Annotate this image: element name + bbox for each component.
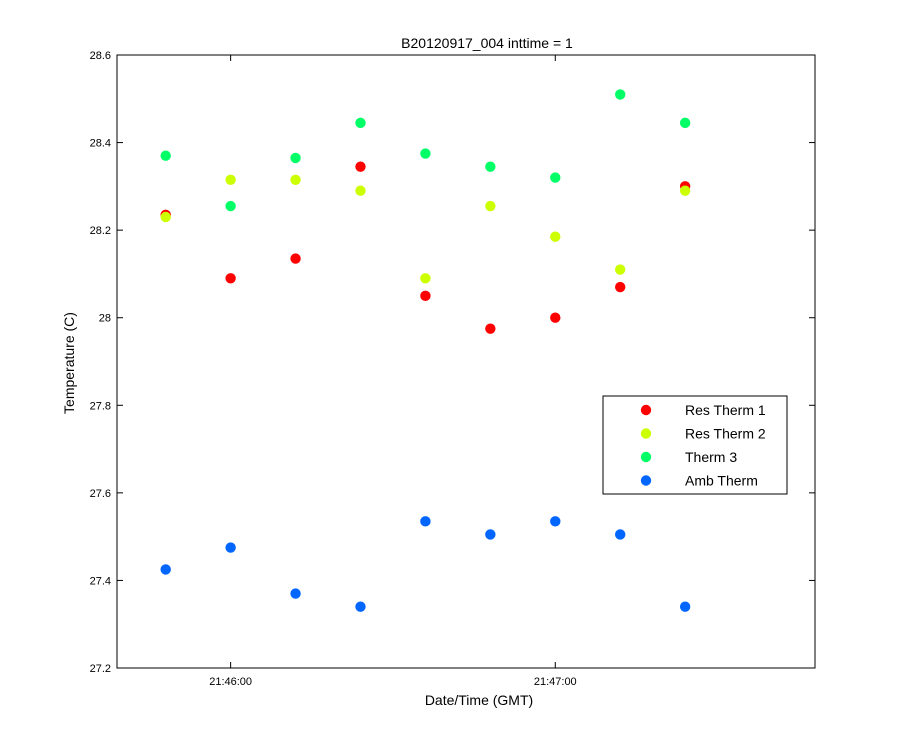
point-therm-3: [485, 161, 496, 172]
point-therm-3: [160, 150, 171, 161]
y-tick-label: 28.2: [90, 225, 111, 237]
plot-area: [116, 54, 816, 669]
point-therm-3: [615, 89, 626, 100]
point-res-therm-1: [485, 323, 496, 334]
point-res-therm-1: [355, 161, 366, 172]
legend-marker-amb-therm: [640, 475, 652, 486]
legend-label-amb-therm: Amb Therm: [685, 473, 758, 489]
point-amb-therm: [485, 529, 496, 540]
point-therm-3: [225, 200, 236, 212]
point-res-therm-1: [290, 253, 301, 264]
point-res-therm-2: [615, 264, 626, 275]
legend-label-res-therm-1: Res Therm 1: [685, 402, 766, 418]
legend-marker-res-therm-2: [640, 428, 652, 439]
point-amb-therm: [290, 588, 301, 599]
point-res-therm-2: [679, 185, 691, 196]
point-res-therm-2: [550, 231, 561, 242]
y-tick-label: 28.4: [90, 138, 111, 150]
legend-label-therm-3: Therm 3: [685, 449, 737, 465]
y-tick-label: 27.6: [90, 488, 111, 500]
point-res-therm-2: [160, 211, 171, 223]
point-therm-3: [679, 117, 691, 129]
y-axis-label: Temperature (C): [61, 312, 77, 414]
point-res-therm-1: [615, 281, 626, 293]
x-tick-label: 21:46:00: [209, 676, 252, 688]
point-amb-therm: [679, 601, 691, 612]
legend-box: [602, 395, 788, 495]
legend-marker-therm-3: [640, 451, 652, 463]
point-therm-3: [290, 152, 301, 164]
point-amb-therm: [550, 516, 561, 527]
point-amb-therm: [615, 529, 626, 540]
point-res-therm-2: [225, 174, 236, 185]
data-points: [160, 89, 691, 612]
y-axis: 27.2 27.4 27.6 27.8 28 28.2 28.4 28.6: [90, 50, 815, 675]
point-res-therm-1: [420, 290, 431, 302]
point-therm-3: [550, 172, 561, 183]
point-therm-3: [355, 117, 366, 129]
y-tick-label: 27.2: [90, 663, 111, 675]
point-amb-therm: [420, 516, 431, 527]
point-res-therm-1: [225, 273, 236, 284]
point-res-therm-1: [550, 312, 561, 323]
legend-marker-res-therm-1: [640, 404, 652, 416]
y-tick-label: 28: [99, 313, 111, 325]
x-axis-label: Date/Time (GMT): [425, 692, 533, 708]
point-res-therm-2: [355, 185, 366, 196]
point-res-therm-2: [290, 174, 301, 185]
y-tick-label: 27.8: [90, 400, 111, 412]
point-amb-therm: [225, 542, 236, 553]
y-tick-label: 28.6: [90, 50, 111, 62]
x-tick-label: 21:47:00: [534, 676, 577, 688]
legend-label-res-therm-2: Res Therm 2: [685, 426, 766, 442]
x-axis: 21:46:00 21:47:00: [209, 55, 577, 688]
legend: Res Therm 1 Res Therm 2 Therm 3 Amb Therm: [602, 395, 788, 495]
point-amb-therm: [160, 564, 171, 575]
point-amb-therm: [355, 601, 366, 612]
point-res-therm-2: [485, 200, 496, 212]
chart-title: B20120917_004 inttime = 1: [401, 35, 573, 51]
point-res-therm-2: [420, 273, 431, 284]
point-therm-3: [420, 148, 431, 159]
y-tick-label: 27.4: [90, 575, 111, 587]
